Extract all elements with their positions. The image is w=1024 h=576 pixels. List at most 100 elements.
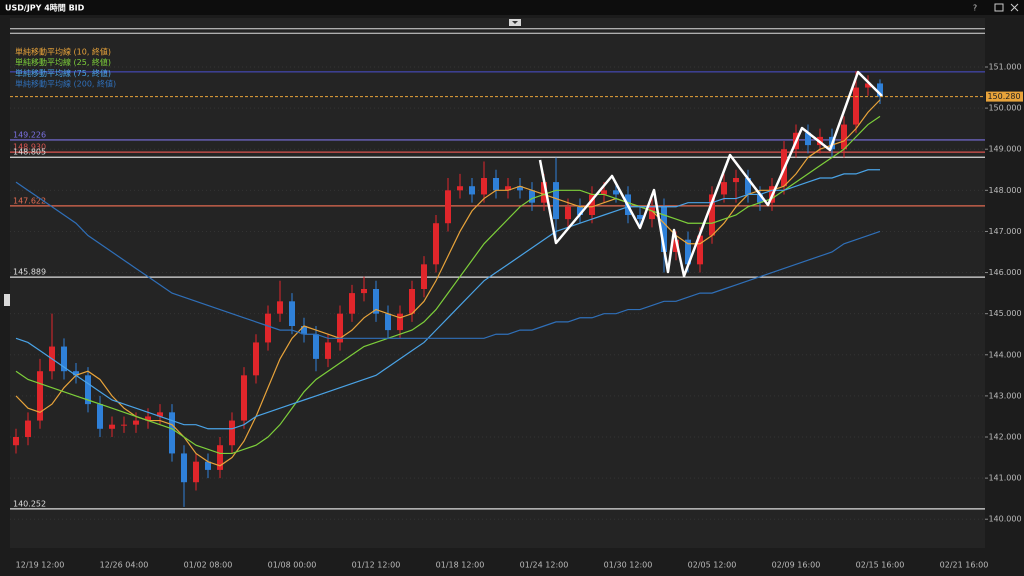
level-label: 148.805 xyxy=(13,148,46,157)
candle-body xyxy=(469,186,475,195)
candle-body xyxy=(265,313,271,343)
help-button[interactable]: ? xyxy=(973,4,977,13)
candle-body xyxy=(877,83,883,97)
candle-body xyxy=(301,326,307,335)
candle-body xyxy=(133,420,139,425)
candle-body xyxy=(553,182,559,220)
candle-body xyxy=(589,194,595,215)
x-tick-label: 01/18 12:00 xyxy=(436,561,485,570)
candle-body xyxy=(685,239,691,265)
maximize-button[interactable] xyxy=(994,3,1004,12)
collapse-icon xyxy=(512,21,518,24)
candle-body xyxy=(637,215,643,220)
y-tick-label: 143.000 xyxy=(988,391,1021,400)
candle-body xyxy=(373,289,379,314)
chart-layer: 140.000 141.000 142.000 143.000 144.000 145.0… xyxy=(10,28,1022,570)
y-tick-label: 140.000 xyxy=(988,515,1021,524)
candle-body xyxy=(601,190,607,195)
candle-body xyxy=(661,206,667,252)
legend-entry: 単純移動平均線 (75, 終値) xyxy=(15,68,111,78)
candle-body xyxy=(505,186,511,191)
candle-body xyxy=(421,264,427,289)
y-tick-label: 149.000 xyxy=(988,145,1021,154)
candle-body xyxy=(229,420,235,446)
candle-body xyxy=(169,412,175,454)
x-tick-label: 02/15 16:00 xyxy=(856,561,905,570)
candle-body xyxy=(25,420,31,437)
candle-body xyxy=(277,301,283,314)
ma-line xyxy=(15,99,881,467)
candle-body xyxy=(37,371,43,421)
y-tick-label: 150.000 xyxy=(988,104,1021,113)
current-price-label: 150.280 xyxy=(987,92,1020,101)
candle-body xyxy=(385,313,391,331)
level-label: 148.930 xyxy=(13,143,46,152)
candle-body xyxy=(325,342,331,359)
legend-entry: 単純移動平均線 (25, 終値) xyxy=(15,57,111,67)
candle-body xyxy=(517,186,523,191)
candle-body xyxy=(865,83,871,88)
candle-body xyxy=(481,178,487,195)
candle-body xyxy=(361,289,367,294)
candle-body xyxy=(757,194,763,203)
x-tick-label: 01/12 12:00 xyxy=(352,561,401,570)
x-tick-label: 02/05 12:00 xyxy=(688,561,737,570)
x-tick-label: 02/21 16:00 xyxy=(940,561,989,570)
candle-body xyxy=(73,371,79,376)
x-tick-label: 01/08 00:00 xyxy=(268,561,317,570)
ma-line xyxy=(15,181,881,339)
ma-line xyxy=(15,115,881,455)
candle-body xyxy=(97,404,103,429)
candle-body xyxy=(121,424,127,426)
side-button[interactable] xyxy=(4,294,10,306)
y-tick-label: 142.000 xyxy=(988,433,1021,442)
candle-body xyxy=(577,206,583,215)
candle-body xyxy=(181,453,187,483)
candle-body xyxy=(433,223,439,265)
x-tick-label: 12/26 04:00 xyxy=(100,561,149,570)
y-tick-label: 145.000 xyxy=(988,309,1021,318)
level-label: 149.226 xyxy=(13,130,46,139)
candle-body xyxy=(217,445,223,470)
candle-body xyxy=(109,424,115,429)
candle-body xyxy=(193,461,199,483)
window-title: USD/JPY 4時間 BID xyxy=(5,3,85,13)
level-label: 140.252 xyxy=(13,499,46,508)
candle-body xyxy=(733,178,739,183)
candle-body xyxy=(649,206,655,220)
legend-entry: 単純移動平均線 (200, 終値) xyxy=(15,79,116,89)
candle-body xyxy=(541,182,547,203)
candle-body xyxy=(493,178,499,191)
candle-body xyxy=(409,289,415,314)
close-button[interactable] xyxy=(1010,3,1019,12)
candle-body xyxy=(85,375,91,405)
candle-body xyxy=(805,132,811,146)
y-tick-label: 148.000 xyxy=(988,186,1021,195)
ma-line xyxy=(15,169,880,430)
candle-body xyxy=(157,412,163,417)
candle-body xyxy=(145,416,151,421)
candle-body xyxy=(565,206,571,220)
candle-body xyxy=(13,437,19,446)
x-tick-label: 02/09 16:00 xyxy=(772,561,821,570)
candle-body xyxy=(457,186,463,191)
candle-body xyxy=(61,346,67,372)
y-tick-label: 144.000 xyxy=(988,350,1021,359)
candle-body xyxy=(709,194,715,236)
level-label: 145.889 xyxy=(13,268,46,277)
y-tick-label: 146.000 xyxy=(988,268,1021,277)
x-tick-label: 12/19 12:00 xyxy=(16,561,65,570)
candle-body xyxy=(397,313,403,331)
candle-body xyxy=(697,235,703,265)
candle-body xyxy=(529,190,535,203)
candle-body xyxy=(289,301,295,326)
y-tick-label: 147.000 xyxy=(988,227,1021,236)
candle-body xyxy=(853,87,859,125)
title-bar xyxy=(0,0,1024,15)
candle-body xyxy=(253,342,259,376)
candle-body xyxy=(205,461,211,470)
candle-body xyxy=(613,190,619,195)
